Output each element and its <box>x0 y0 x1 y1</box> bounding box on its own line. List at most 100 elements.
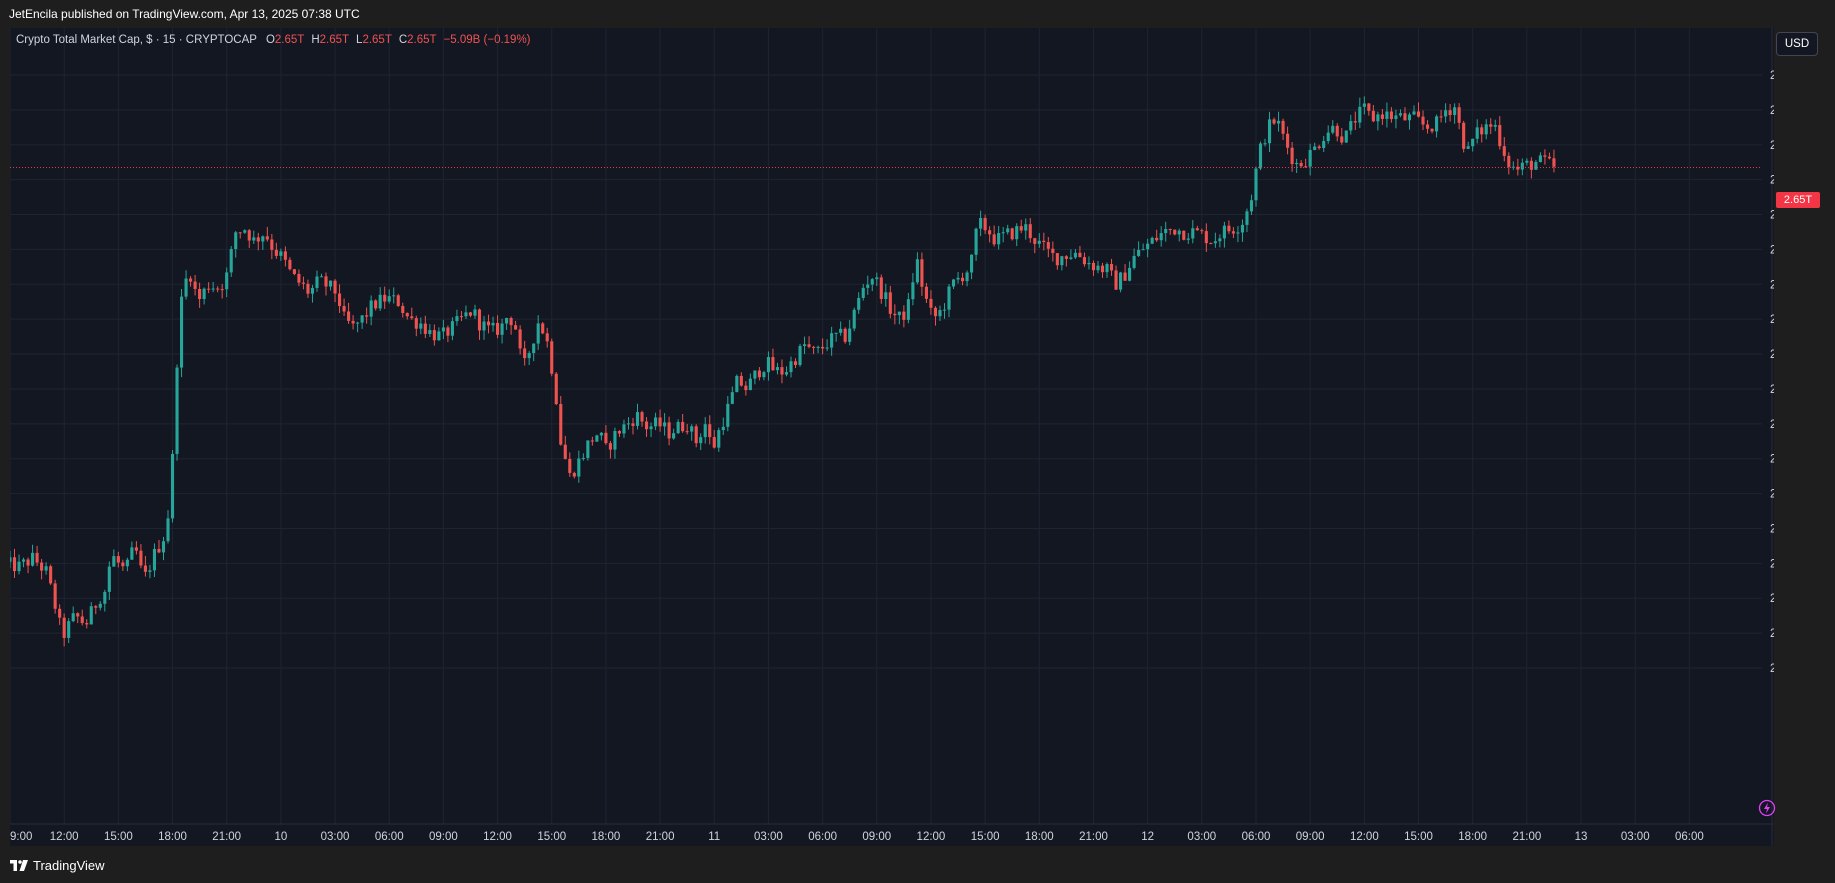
bottom-bar <box>0 848 1835 883</box>
tradingview-brand[interactable]: TradingView <box>10 858 105 873</box>
x-tick-label: 12:00 <box>50 831 79 843</box>
candle <box>1520 158 1524 176</box>
candle <box>654 412 658 431</box>
price-scale[interactable]: 2.36T 2.38T 2.4T 2.42T 2.44T 2.46T 2.48T 2.5T 2.… <box>1770 70 1774 675</box>
candle <box>288 257 292 271</box>
candle <box>771 348 775 371</box>
candle <box>1263 138 1267 147</box>
chart-area[interactable]: 2.36T 2.38T 2.4T 2.42T 2.44T 2.46T 2.48T 2.5T 2.… <box>10 28 1774 846</box>
candle <box>992 225 996 247</box>
candle <box>1055 253 1059 270</box>
tradingview-logo-icon <box>10 860 28 871</box>
candle <box>1507 152 1511 175</box>
candle <box>1159 226 1163 247</box>
candlestick-chart[interactable]: 2.36T 2.38T 2.4T 2.42T 2.44T 2.46T 2.48T 2.5T 2.… <box>10 28 1774 846</box>
candle <box>44 562 48 575</box>
candle <box>1484 119 1488 140</box>
low-value: 2.65T <box>362 34 392 46</box>
candle <box>405 312 409 320</box>
candle <box>459 311 464 322</box>
x-tick-label: 18:00 <box>592 831 621 843</box>
candle <box>1480 124 1484 143</box>
x-tick-label: 12:00 <box>1350 831 1379 843</box>
candle <box>586 440 590 461</box>
candle <box>450 317 454 341</box>
candle <box>306 279 310 298</box>
candle <box>1281 118 1285 141</box>
x-tick-label: 9:00 <box>10 831 32 843</box>
candle <box>170 450 175 523</box>
candle <box>1267 111 1272 153</box>
symbol-title[interactable]: Crypto Total Market Cap, $ · 15 · CRYPTO… <box>16 34 257 46</box>
candle <box>220 283 224 299</box>
candle <box>545 327 549 348</box>
candle <box>76 612 80 624</box>
candle <box>577 450 581 483</box>
candle <box>509 316 513 335</box>
candle <box>690 424 694 441</box>
candle <box>970 254 974 280</box>
candle <box>550 338 554 377</box>
candle <box>672 428 676 440</box>
candle <box>848 319 852 346</box>
lightning-icon[interactable] <box>1758 799 1776 817</box>
candle <box>1475 119 1479 144</box>
candle <box>1448 104 1452 122</box>
candle <box>464 305 468 320</box>
candle <box>179 288 184 378</box>
x-tick-label: 09:00 <box>1296 831 1325 843</box>
candle <box>816 345 820 354</box>
x-tick-label: 06:00 <box>375 831 404 843</box>
candle <box>834 332 838 342</box>
candle <box>500 318 504 344</box>
candle <box>243 229 247 234</box>
candle <box>924 282 928 303</box>
currency-button[interactable]: USD <box>1776 32 1818 56</box>
x-tick-label: 21:00 <box>646 831 675 843</box>
y-tick-label: 2.62T <box>1770 210 1774 222</box>
candle <box>988 226 992 243</box>
candle <box>374 299 378 311</box>
candle <box>125 557 129 572</box>
candle <box>274 242 278 259</box>
candle <box>89 602 93 625</box>
candle <box>414 315 418 337</box>
time-scale[interactable]: 9:00 12:00 15:00 18:00 21:00 10 03:00 06:00 09:0… <box>10 831 1704 843</box>
candle <box>1024 218 1028 240</box>
candle <box>852 307 856 332</box>
candle <box>1015 223 1019 247</box>
candle <box>315 270 319 292</box>
candle <box>830 326 834 356</box>
candle <box>699 433 703 451</box>
candle <box>1308 143 1312 176</box>
candle <box>40 559 44 580</box>
candle <box>238 232 242 239</box>
candle <box>807 336 811 349</box>
candle <box>1114 265 1118 290</box>
candle <box>1498 116 1502 150</box>
candle <box>401 302 405 318</box>
candle <box>644 417 649 437</box>
close-value: 2.65T <box>407 34 437 46</box>
candle <box>410 307 414 320</box>
candle <box>1371 104 1375 123</box>
candle <box>1010 227 1014 241</box>
candle <box>1471 138 1475 152</box>
candle <box>983 214 987 234</box>
candle <box>378 287 382 311</box>
candle <box>1037 233 1041 248</box>
candle <box>1001 227 1005 243</box>
y-tick-label: 2.36T <box>1770 663 1774 675</box>
candle <box>775 362 780 375</box>
candle <box>825 339 829 352</box>
y-tick-label: 2.5T <box>1770 419 1774 431</box>
candle <box>152 543 157 578</box>
candle <box>947 284 951 318</box>
candle <box>1317 144 1321 150</box>
x-tick-label: 03:00 <box>1187 831 1216 843</box>
candle <box>10 550 12 569</box>
candle <box>1367 102 1371 116</box>
candle <box>121 559 125 571</box>
candle <box>979 210 983 237</box>
x-tick-label: 06:00 <box>1242 831 1271 843</box>
